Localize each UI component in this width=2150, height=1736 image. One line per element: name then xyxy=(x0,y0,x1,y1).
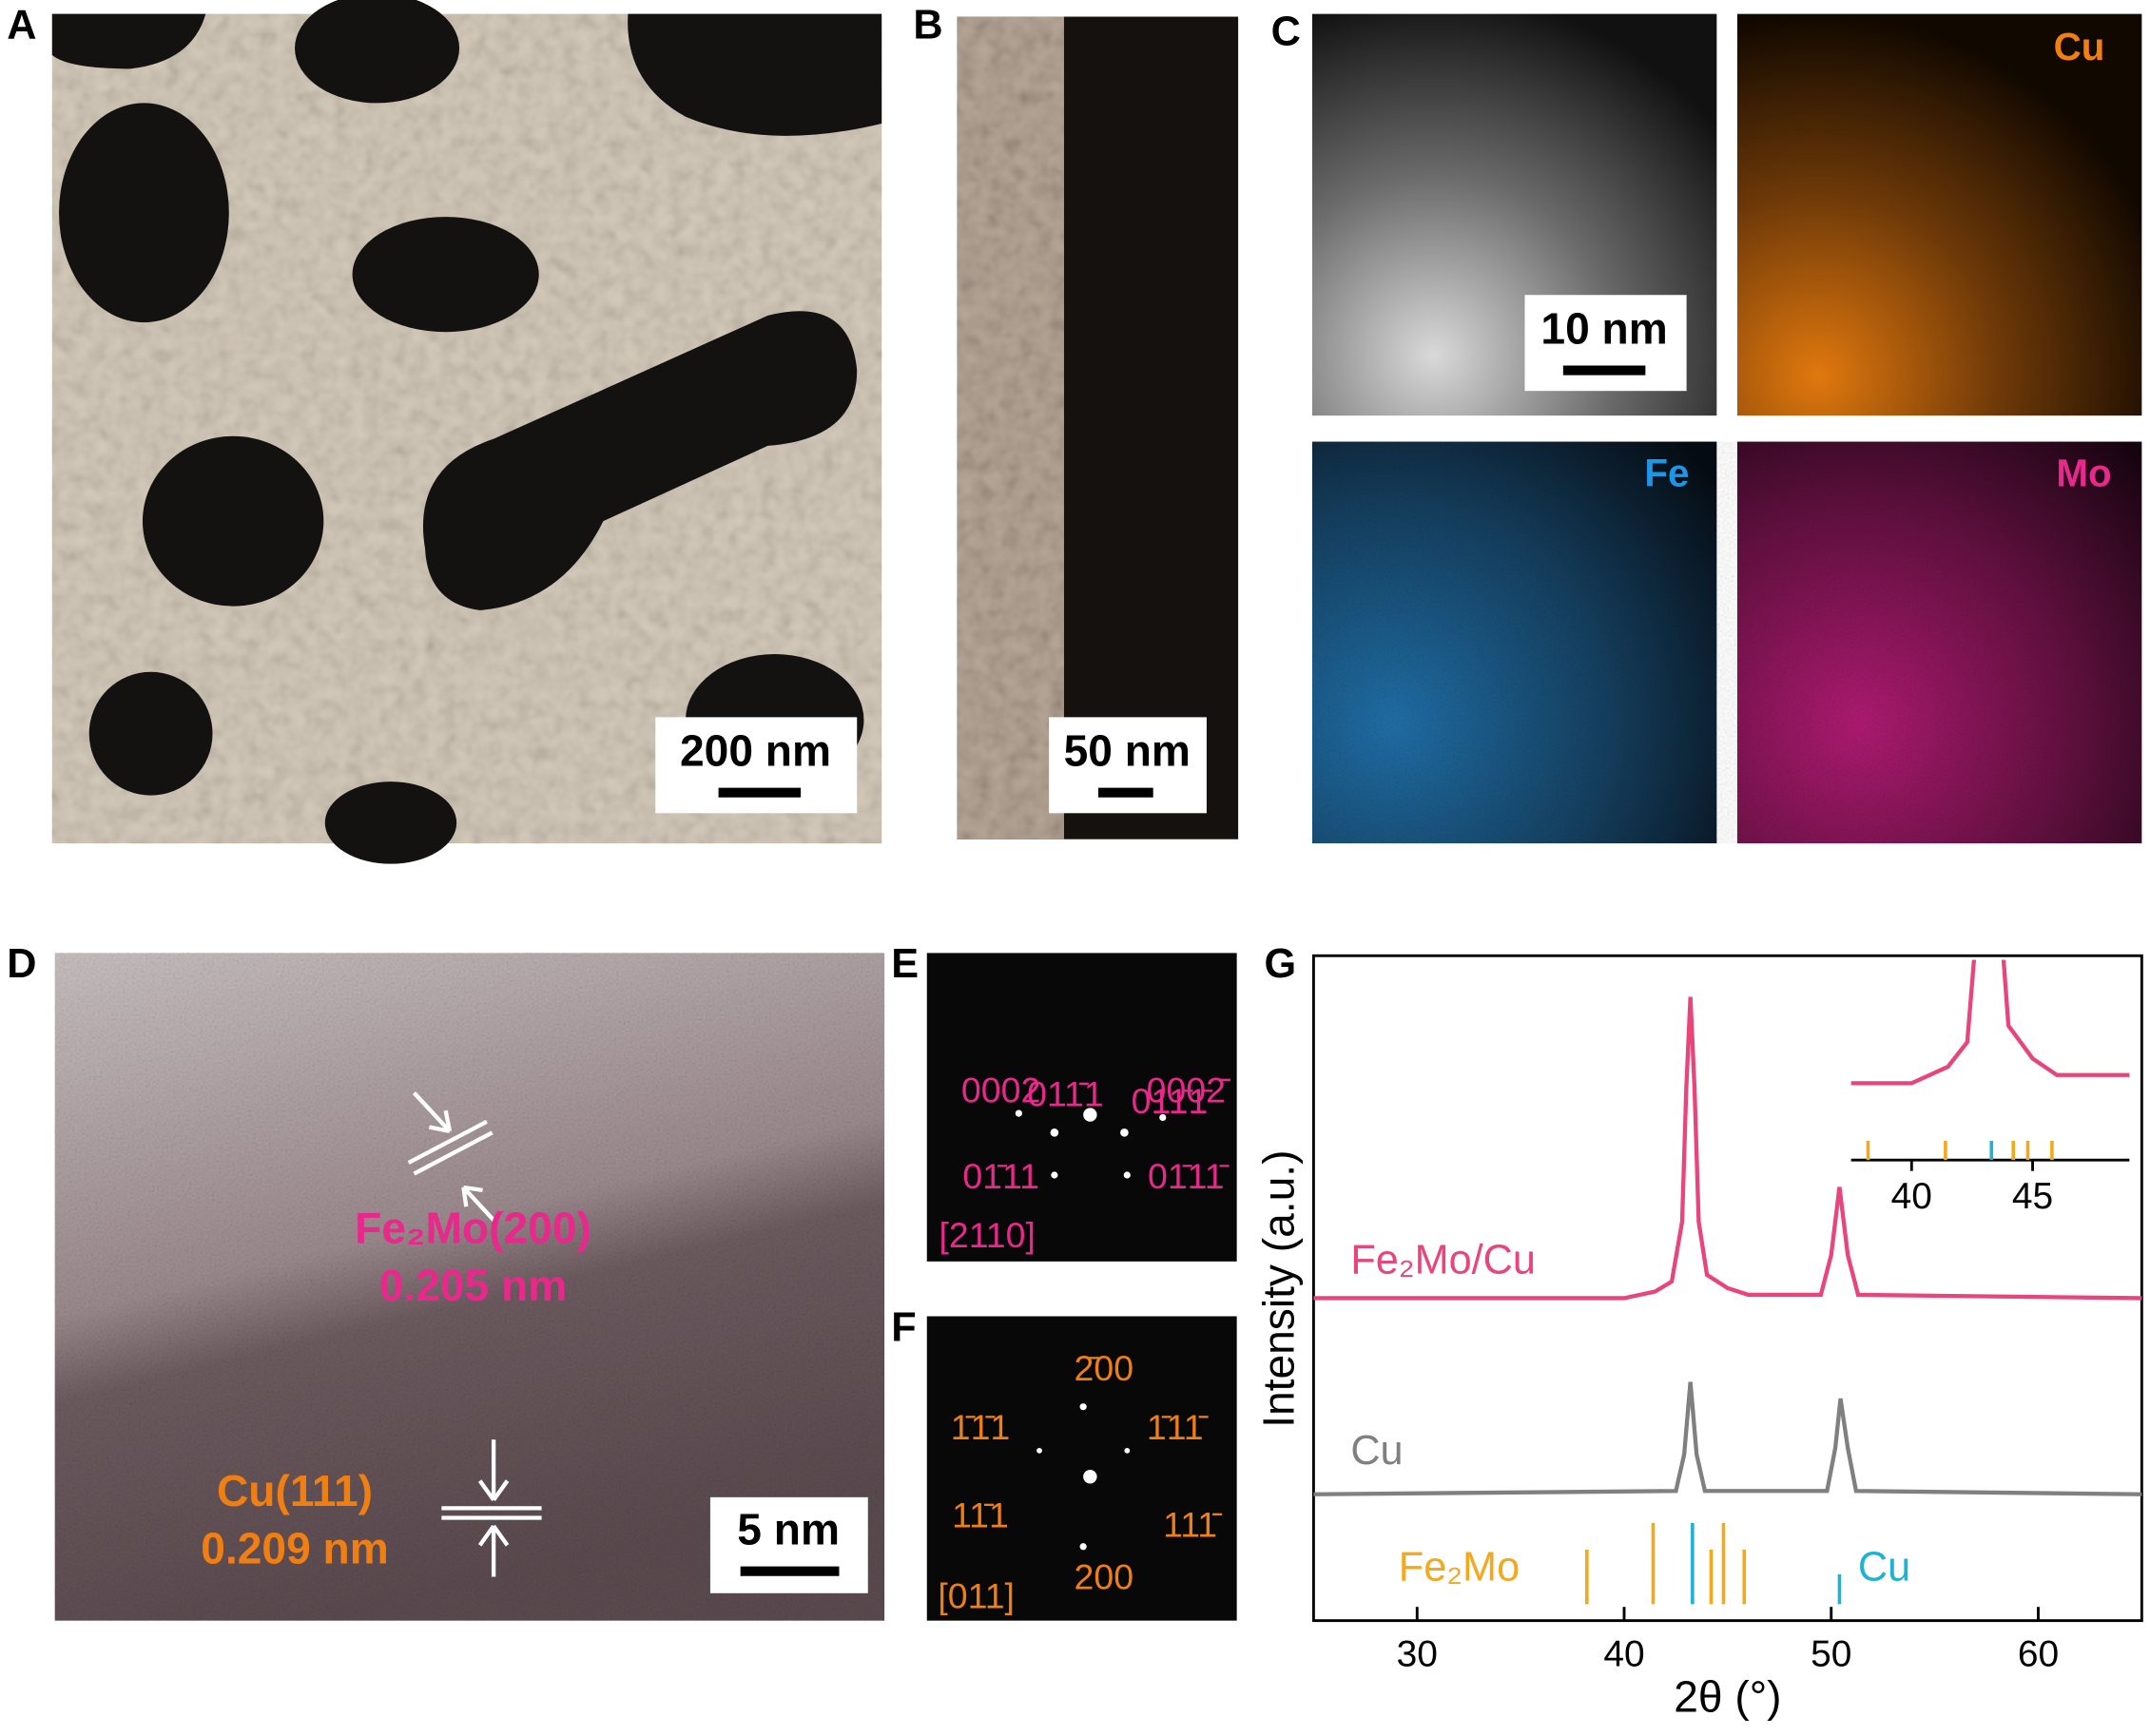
series-label: Fe₂Mo xyxy=(1399,1545,1520,1591)
panel-label: E xyxy=(891,941,919,987)
xrd-pattern xyxy=(1313,1381,2142,1496)
scale-label: 200 nm xyxy=(680,726,831,776)
spot-label: 0002 xyxy=(961,1070,1040,1109)
spot-label: 01̄11̄ xyxy=(1148,1156,1230,1196)
inset-x-tick-label: 45 xyxy=(2012,1176,2053,1217)
map-label: Cu xyxy=(2054,25,2105,68)
annotation: Fe₂Mo(200) xyxy=(355,1203,591,1252)
series-label: Cu xyxy=(1350,1428,1403,1474)
spot-label: 200 xyxy=(1075,1556,1134,1596)
spot-label: 011̄1̄ xyxy=(1132,1081,1214,1121)
map-label: Fe xyxy=(1644,451,1689,494)
spot-label: 111̄ xyxy=(1163,1504,1223,1544)
scale-label: 50 nm xyxy=(1064,726,1191,776)
xrd-pattern xyxy=(1313,996,2142,1301)
spot-label: 011̄1 xyxy=(1027,1074,1104,1114)
fft-e-labels: 011̄1 011̄1̄ 0002 0002̄ 01̄11 01̄11̄ [21… xyxy=(939,1070,1230,1255)
panel-label: A xyxy=(7,2,36,48)
fft-e xyxy=(926,953,1237,1262)
x-tick-label: 60 xyxy=(2018,1633,2059,1674)
texture xyxy=(957,16,1064,839)
cu-map xyxy=(1736,13,2142,416)
series-label: Cu xyxy=(1858,1545,1910,1591)
zone-label: [2110] xyxy=(939,1215,1035,1255)
inset-x-tick-label: 40 xyxy=(1891,1176,1932,1217)
fft-images xyxy=(926,953,1237,1621)
sem-image xyxy=(51,0,882,864)
tem-image xyxy=(957,16,1239,839)
fft-f-labels: 2̄00 1̄1̄1 1̄11̄ 11̄1 111̄ 200 [011] xyxy=(938,1348,1223,1615)
scale-label: 10 nm xyxy=(1540,303,1667,353)
spot-label: 2̄00 xyxy=(1075,1348,1134,1388)
eds-maps xyxy=(1311,13,2142,844)
hrtem-image xyxy=(54,953,885,1621)
xrd-pattern xyxy=(1850,959,2130,1086)
spot-label: 1̄1̄1 xyxy=(951,1407,1011,1447)
zone-label: [011] xyxy=(938,1575,1015,1615)
spot-label: 1̄11̄ xyxy=(1147,1407,1210,1447)
plot-frame xyxy=(1311,954,2143,1623)
annotation: 0.205 nm xyxy=(379,1261,567,1310)
panel-label: C xyxy=(1271,10,1301,55)
spot-label: 0002̄ xyxy=(1147,1070,1231,1109)
x-tick-label: 40 xyxy=(1603,1633,1644,1674)
map-label: Mo xyxy=(2056,451,2111,494)
plot: 30 40 50 60 Fe₂Mo/Cu Cu Fe₂Mo Cu 40 45 xyxy=(1313,959,2142,1674)
x-tick-label: 30 xyxy=(1397,1633,1438,1674)
fft-f xyxy=(926,1316,1237,1621)
scale-box xyxy=(709,1496,868,1593)
texture xyxy=(1311,441,2142,844)
spot-label: 01̄11 xyxy=(962,1156,1039,1196)
panel-label: D xyxy=(7,941,36,987)
series-label: Fe₂Mo/Cu xyxy=(1350,1238,1536,1283)
x-axis-label: 2θ (°) xyxy=(1674,1671,1781,1721)
spot-label: 11̄1 xyxy=(952,1495,1009,1534)
annotation: Cu(111) xyxy=(217,1466,373,1515)
panel-label: B xyxy=(913,2,942,48)
panel-label: G xyxy=(1264,941,1296,987)
inset-plot xyxy=(1850,959,2130,1086)
lattice-arrows xyxy=(407,1091,542,1577)
fft-spots xyxy=(1015,1108,1167,1551)
annotation: 0.209 nm xyxy=(201,1524,388,1573)
scale-label: 5 nm xyxy=(737,1505,840,1554)
x-tick-label: 50 xyxy=(1811,1633,1851,1674)
y-axis-label: Intensity (a.u.) xyxy=(1253,1150,1303,1428)
panel-label: F xyxy=(891,1304,916,1350)
